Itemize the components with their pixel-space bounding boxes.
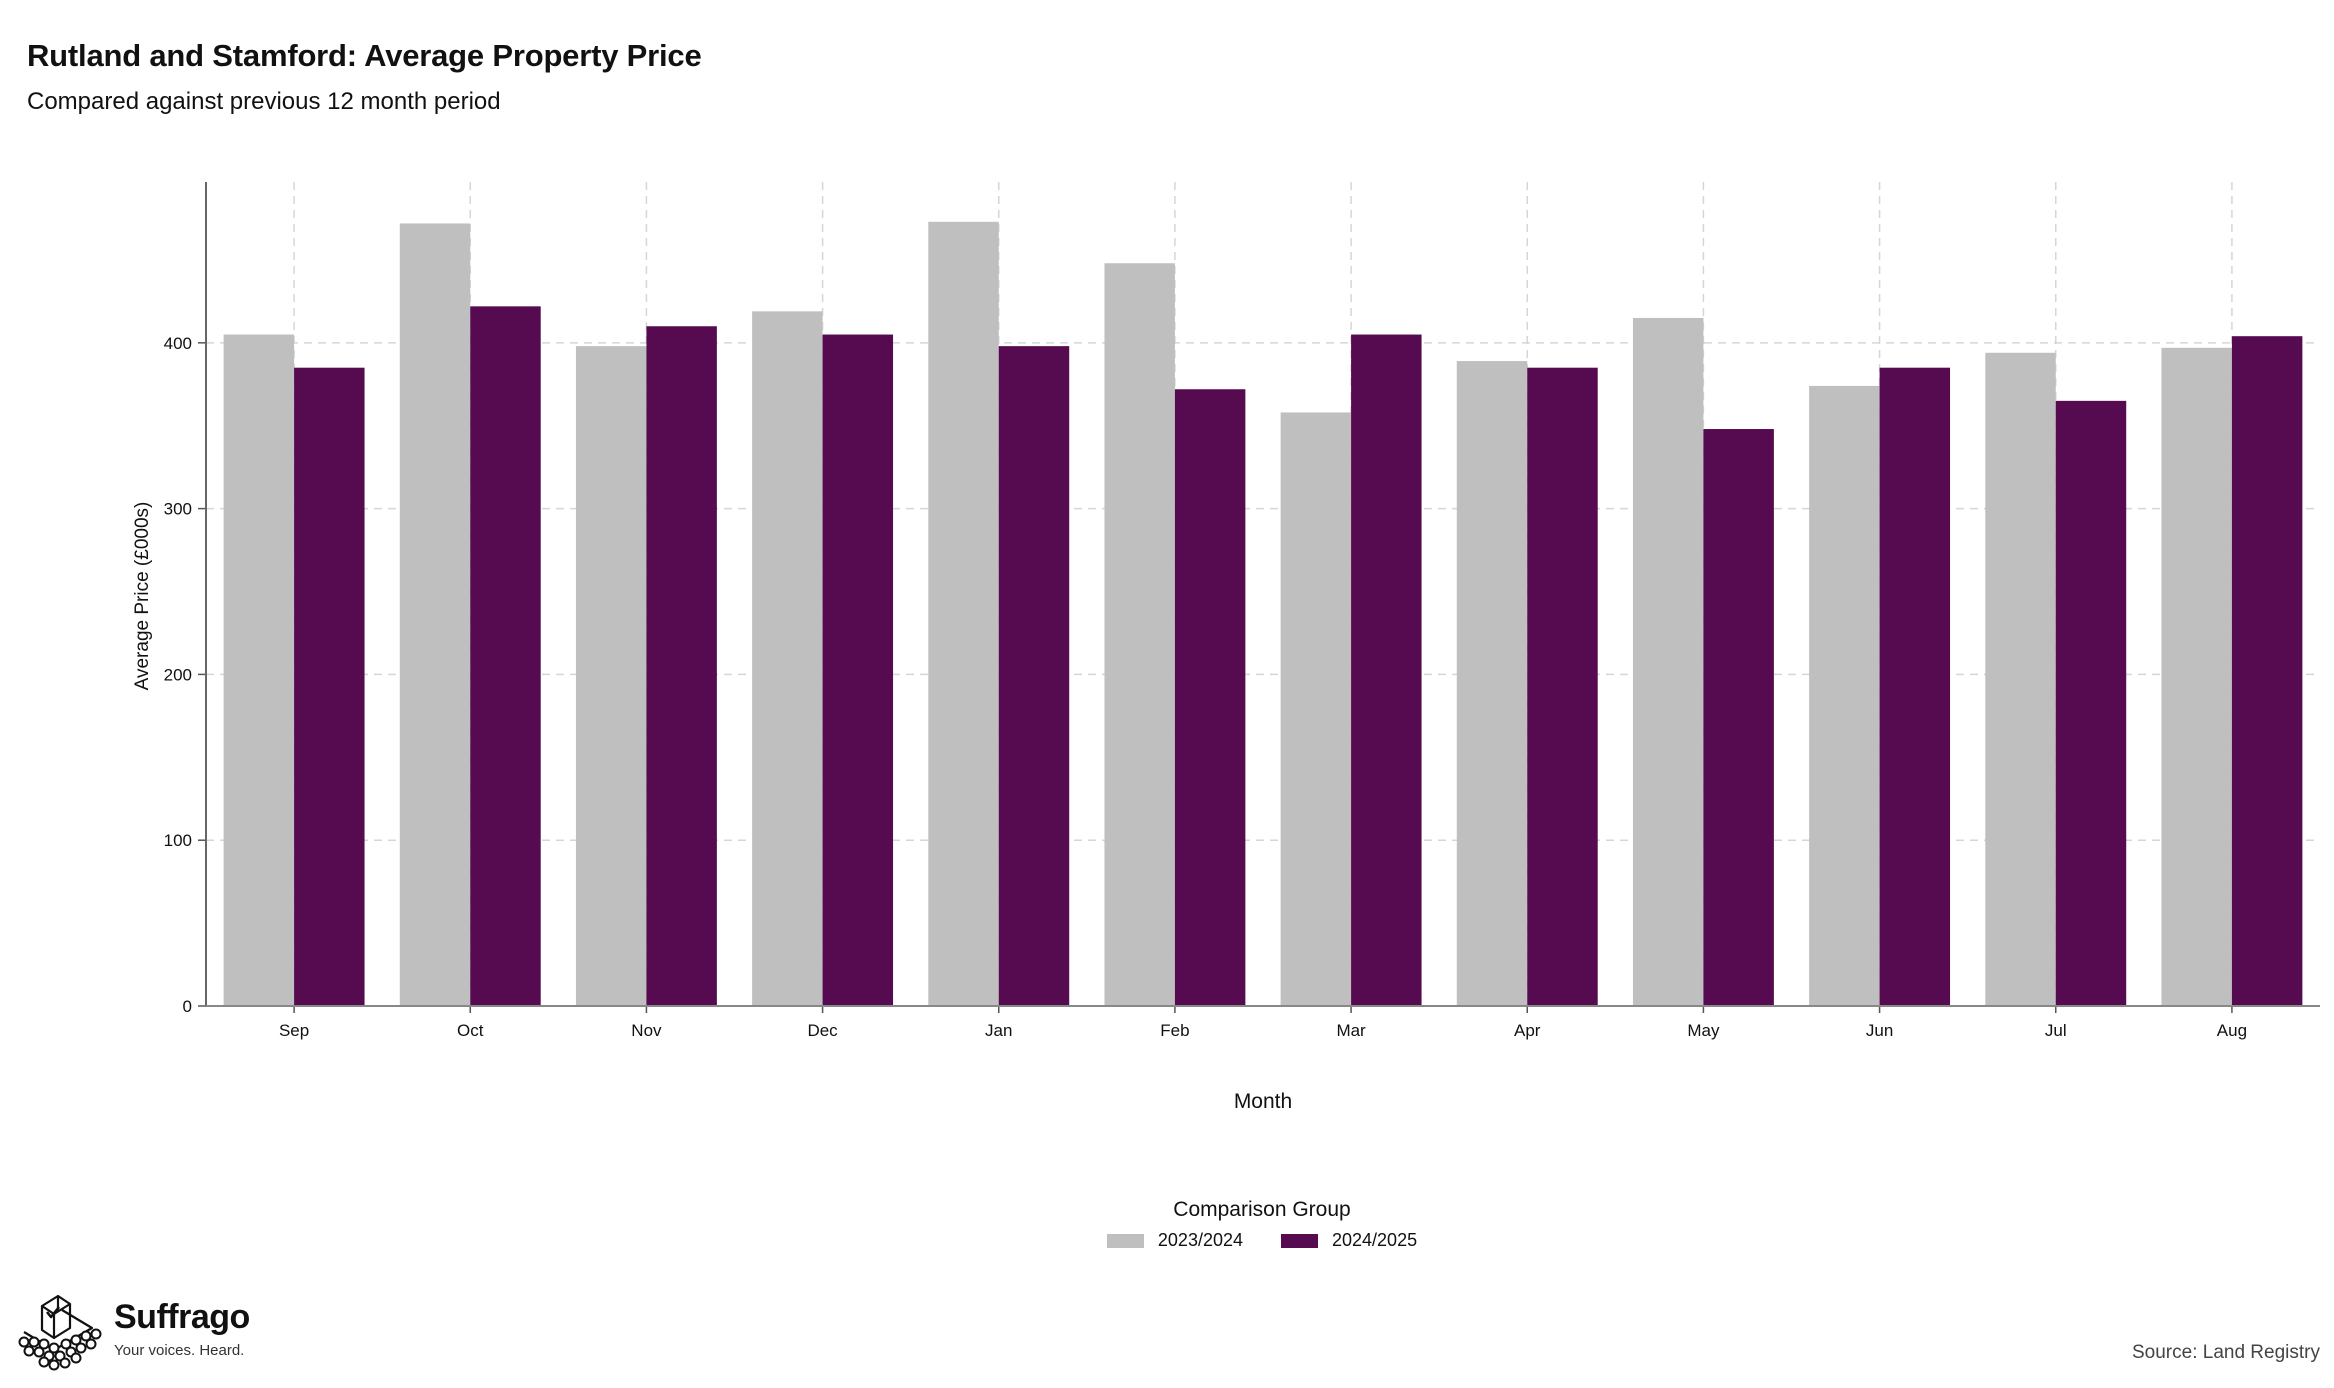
- bar-2023-2024-oct: Oct 2023/2024: 472: [399, 223, 471, 1007]
- bar-2023-2024-jun: Jun 2023/2024: 374: [1809, 385, 1880, 1006]
- ballot-box-icon: [14, 1292, 106, 1377]
- bar-2024-2025-sep: Sep 2024/2025: 385: [294, 367, 365, 1006]
- bar-2023-2024-feb: Feb 2023/2024: 448: [1104, 263, 1175, 1006]
- chart-subtitle: Compared against previous 12 month perio…: [27, 88, 501, 115]
- x-tick-label: May: [1687, 1021, 1720, 1040]
- bar-2023-2024-dec: Dec 2023/2024: 419: [752, 311, 823, 1006]
- x-tick-label: Sep: [279, 1021, 309, 1040]
- x-tick-label: Apr: [1514, 1021, 1541, 1040]
- source-note: Source: Land Registry: [2132, 1342, 2320, 1363]
- bar-2024-2025-oct: Oct 2024/2025: 422: [470, 306, 541, 1006]
- legend-title: Comparison Group: [1173, 1198, 1351, 1221]
- y-axis-title: Average Price (£000s): [132, 502, 153, 691]
- bar-2024-2025-may: May 2024/2025: 348: [1703, 429, 1774, 1007]
- bar-2023-2024-mar: Mar 2023/2024: 358: [1280, 412, 1352, 1007]
- bar-2024-2025-jun: Jun 2024/2025: 385: [1879, 367, 1951, 1006]
- x-tick-label: Jan: [985, 1021, 1012, 1040]
- brand-name: Suffrago: [114, 1298, 250, 1336]
- bar-2023-2024-jul: Jul 2023/2024: 394: [1985, 352, 2056, 1006]
- bar-2023-2024-nov: Nov 2023/2024: 398: [575, 346, 647, 1006]
- bar-2023-2024-jan: Jan 2023/2024: 473: [928, 221, 999, 1006]
- y-tick-label: 100: [164, 831, 192, 850]
- legend-label: 2024/2025: [1332, 1230, 1418, 1250]
- bar-2023-2024-apr: Apr 2023/2024: 389: [1456, 361, 1528, 1006]
- legend: Comparison Group 2023/2024 2024/2025: [0, 1198, 2334, 1251]
- y-tick-label: 400: [164, 334, 192, 353]
- bar-2024-2025-nov: Nov 2024/2025: 410: [646, 326, 717, 1006]
- x-tick-label: Nov: [631, 1021, 662, 1040]
- y-tick-label: 0: [183, 997, 192, 1016]
- bar-2023-2024-may: May 2023/2024: 415: [1632, 317, 1704, 1006]
- bar-2024-2025-jul: Jul 2024/2025: 365: [2055, 400, 2127, 1006]
- chart-title: Rutland and Stamford: Average Property P…: [27, 38, 702, 73]
- x-tick-label: Mar: [1336, 1021, 1366, 1040]
- bar-2024-2025-mar: Mar 2024/2025: 405: [1351, 334, 1422, 1006]
- legend-item-2023-2024: 2023/2024: [1106, 1230, 1243, 1251]
- x-axis-title: Month: [1234, 1090, 1292, 1113]
- bar-2024-2025-apr: Apr 2024/2025: 385: [1527, 367, 1598, 1006]
- legend-swatch: [1106, 1233, 1144, 1248]
- bar-chart: Sep 2023/2024: 405Sep 2024/2025: 385 Oct …: [132, 182, 2320, 1113]
- bar-2023-2024-aug: Aug 2023/2024: 397: [2161, 347, 2232, 1006]
- x-tick-label: Oct: [457, 1021, 484, 1040]
- axes: 0 100 200 300 400 Sep Oct Nov Dec Jan Feb Mar Apr May…: [164, 182, 2320, 1040]
- x-tick-label: Dec: [807, 1021, 838, 1040]
- legend-item-2024-2025: 2024/2025: [1281, 1230, 1417, 1251]
- bar-2024-2025-feb: Feb 2024/2025: 372: [1174, 389, 1246, 1006]
- bar-2024-2025-jan: Jan 2024/2025: 398: [998, 346, 1070, 1006]
- x-tick-label: Jul: [2045, 1021, 2067, 1040]
- bars: Sep 2023/2024: 405Sep 2024/2025: 385 Oct …: [223, 221, 2303, 1007]
- bar-2024-2025-dec: Dec 2024/2025: 405: [822, 334, 894, 1006]
- x-tick-label: Feb: [1160, 1021, 1189, 1040]
- brand-tagline: Your voices. Heard.: [114, 1342, 245, 1359]
- bar-2023-2024-sep: Sep 2023/2024: 405: [223, 334, 295, 1006]
- y-tick-label: 200: [164, 665, 192, 684]
- legend-items: 2023/2024 2024/2025: [0, 1230, 2334, 1251]
- x-tick-label: Aug: [2217, 1021, 2247, 1040]
- brand-logo: Suffrago Your voices. Heard.: [14, 1292, 250, 1377]
- y-tick-label: 300: [164, 500, 192, 519]
- legend-swatch: [1281, 1233, 1318, 1248]
- legend-label: 2023/2024: [1157, 1230, 1243, 1250]
- x-tick-label: Jun: [1866, 1021, 1893, 1040]
- bar-2024-2025-aug: Aug 2024/2025: 404: [2231, 336, 2303, 1006]
